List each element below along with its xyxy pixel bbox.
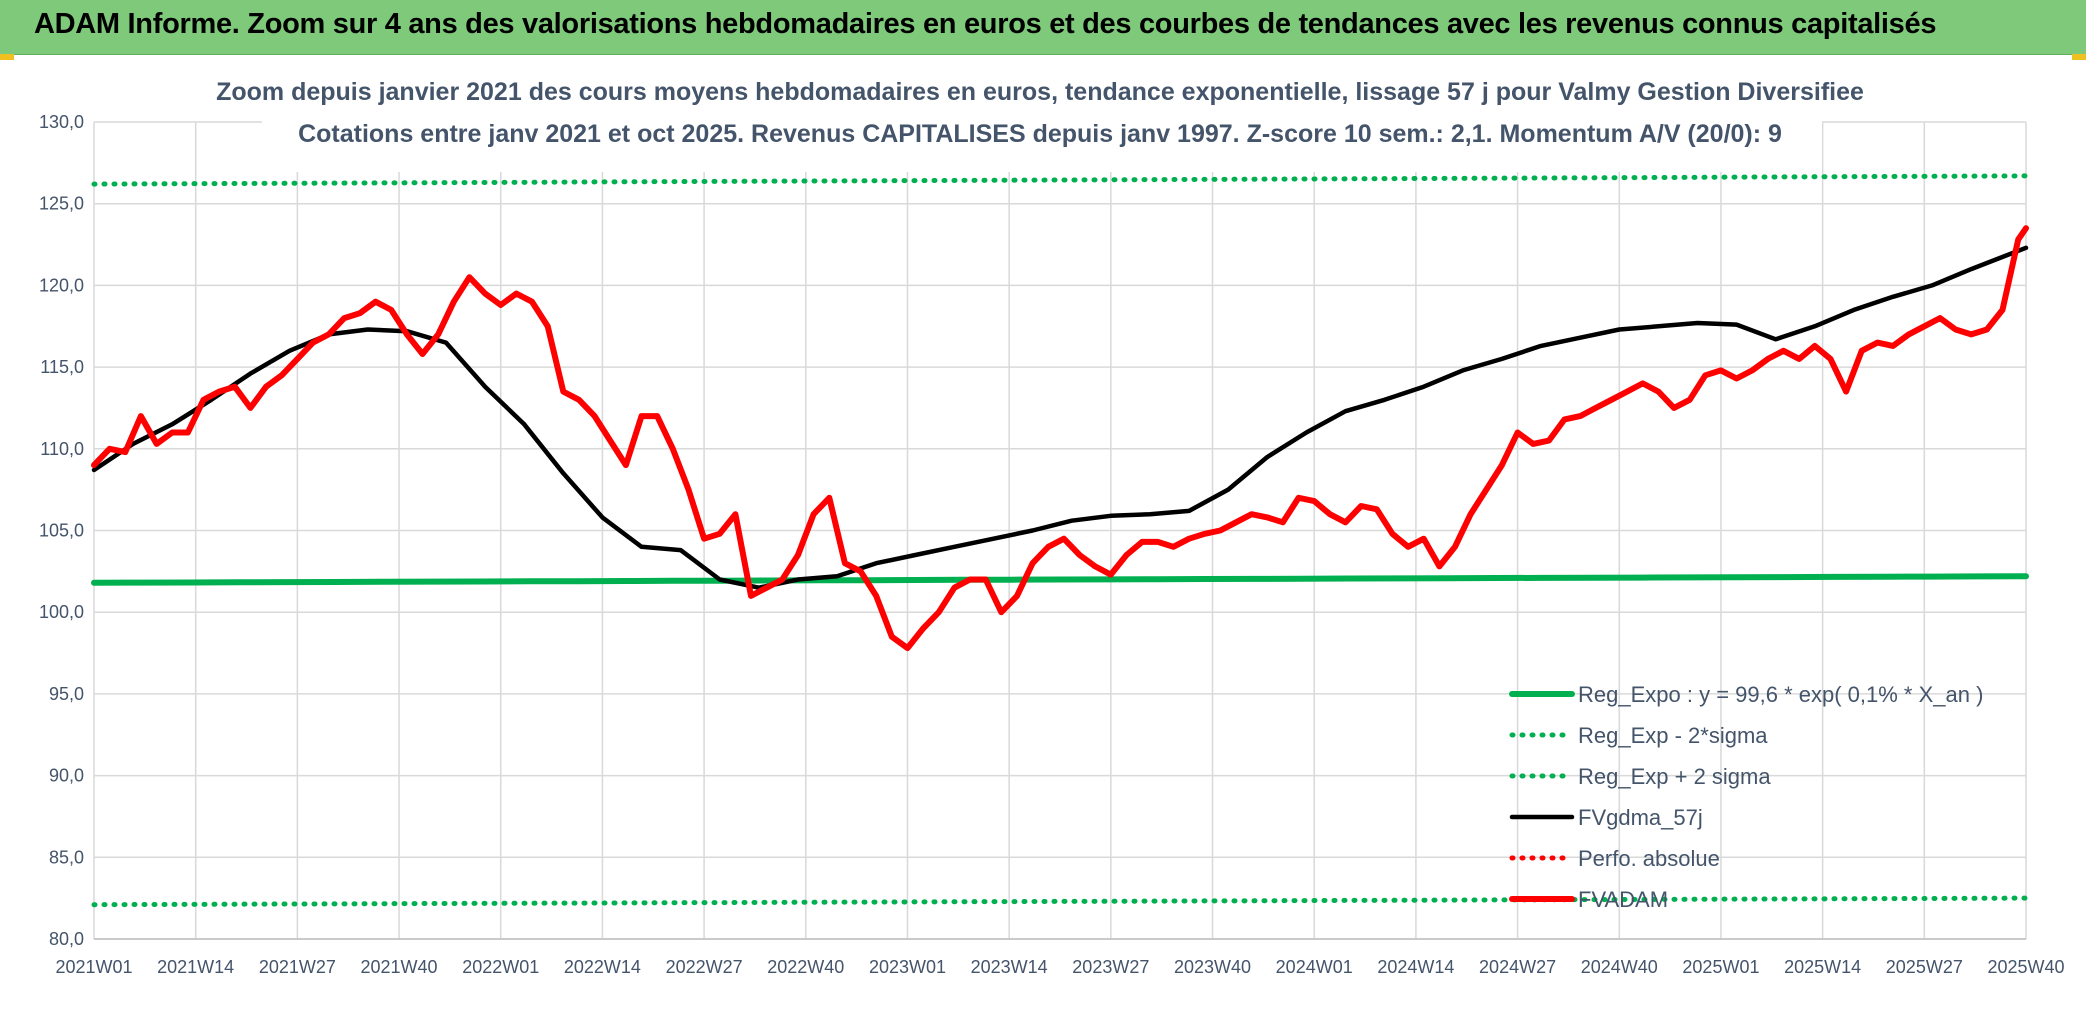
y-tick-label: 120,0 [39,275,84,295]
x-tick-label: 2021W14 [157,957,234,977]
chart-subtitle: Cotations entre janv 2021 et oct 2025. R… [298,120,1782,148]
x-tick-label: 2024W14 [1377,957,1454,977]
x-tick-label: 2022W14 [564,957,641,977]
legend-label: FVADAM [1578,887,1668,912]
legend-label: Reg_Expo : y = 99,6 * exp( 0,1% * X_an ) [1578,682,1983,707]
series-line-reg_exp [91,895,2029,908]
y-tick-label: 80,0 [49,929,84,949]
report-banner: ADAM Informe. Zoom sur 4 ans des valoris… [0,0,2086,55]
series-line-fvadam [91,225,2029,652]
series-line-reg_exp [91,173,2029,187]
legend-label: FVgdma_57j [1578,805,1703,830]
legend-label: Perfo. absolue [1578,846,1720,871]
series-line-reg_expo [91,573,2029,586]
x-tick-label: 2022W40 [767,957,844,977]
x-tick-label: 2024W01 [1276,957,1353,977]
legend-label: Reg_Exp + 2 sigma [1578,764,1771,789]
title-background [262,68,1822,172]
x-tick-label: 2025W27 [1886,957,1963,977]
x-tick-label: 2023W01 [869,957,946,977]
y-tick-label: 110,0 [40,439,84,459]
x-tick-label: 2023W27 [1072,957,1149,977]
x-tick-label: 2022W27 [666,957,743,977]
y-tick-label: 100,0 [39,602,84,622]
chart-area: 80,0 85,0 90,0 95,0 100,0 105,0 110,0 115,0 120,… [0,54,2086,1031]
chart-title: Zoom depuis janvier 2021 des cours moyen… [216,78,1864,106]
x-tick-label: 2021W27 [259,957,336,977]
banner-title: ADAM Informe. Zoom sur 4 ans des valoris… [34,8,1937,40]
y-tick-label: 105,0 [39,521,84,541]
x-tick-label: 2025W40 [1987,957,2064,977]
x-tick-label: 2021W40 [361,957,438,977]
legend-label: Reg_Exp - 2*sigma [1578,723,1768,748]
y-tick-label: 95,0 [49,684,84,704]
y-tick-label: 85,0 [49,847,84,867]
y-axis-ticks: 80,0 85,0 90,0 95,0 100,0 105,0 110,0 115,0 120,… [39,112,84,949]
x-tick-label: 2024W27 [1479,957,1556,977]
series-lines [91,173,2029,908]
series-line-fvgdma_57j [91,245,2029,590]
x-tick-label: 2021W01 [55,957,132,977]
x-tick-label: 2025W14 [1784,957,1861,977]
y-tick-label: 130,0 [39,112,84,132]
x-tick-label: 2022W01 [462,957,539,977]
corner-mark-top-right [2072,54,2086,60]
x-tick-label: 2023W40 [1174,957,1251,977]
y-tick-label: 125,0 [39,194,84,214]
y-tick-label: 115,0 [40,357,84,377]
x-tick-label: 2024W40 [1581,957,1658,977]
legend: Reg_Expo : y = 99,6 * exp( 0,1% * X_an )… [1509,682,1983,912]
x-tick-label: 2023W14 [971,957,1048,977]
x-tick-label: 2025W01 [1682,957,1759,977]
grid-lines [93,121,2027,940]
line-chart: 80,0 85,0 90,0 95,0 100,0 105,0 110,0 115,0 120,… [39,68,2065,977]
x-axis-ticks: 2021W01 2021W14 2021W27 2021W40 2022W01 2022W… [55,957,2064,977]
y-tick-label: 90,0 [49,766,84,786]
corner-mark-top-left [0,54,14,60]
